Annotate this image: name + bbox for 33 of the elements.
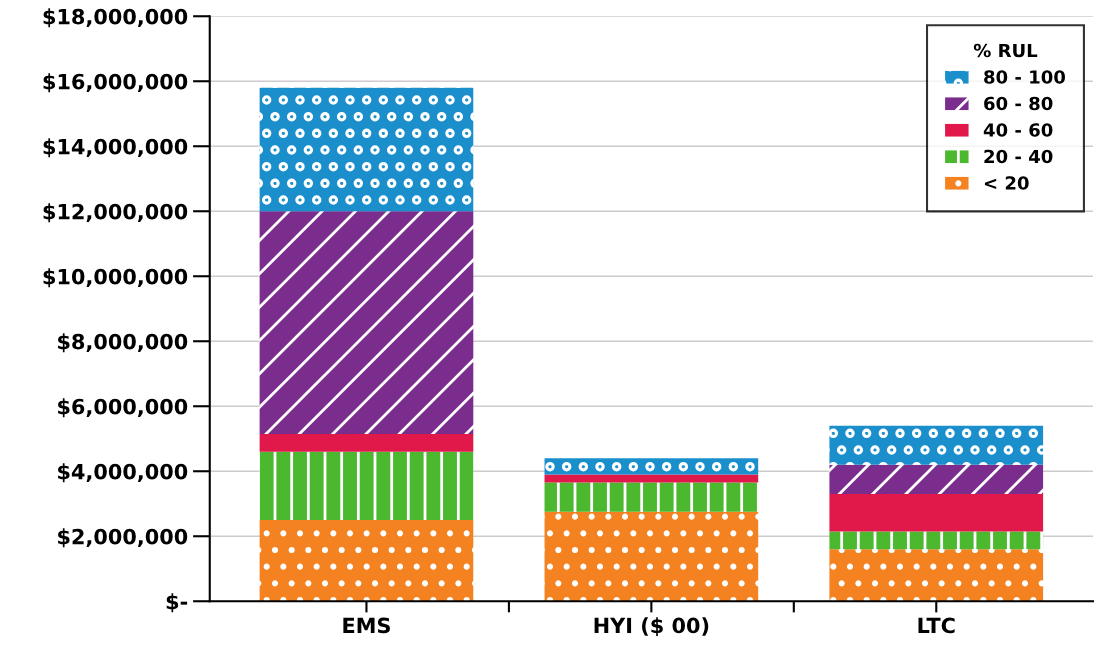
x-tick-label: EMS — [343, 617, 390, 634]
legend-label: 80 - 100 — [984, 70, 1066, 84]
y-tick-label: $12,000,000 — [43, 203, 188, 223]
bar — [829, 494, 1044, 532]
bar — [829, 549, 1044, 602]
y-tick-label: $8,000,000 — [58, 333, 188, 353]
legend-label: 20 - 40 — [984, 149, 1053, 164]
bar — [544, 511, 759, 602]
x-tick-label: HYI ($ 00) — [594, 617, 709, 637]
bar — [829, 464, 1044, 494]
bar — [259, 87, 474, 212]
bar — [259, 520, 474, 602]
y-tick-label: $14,000,000 — [43, 138, 188, 158]
legend-label: < 20 — [984, 176, 1029, 190]
bar — [259, 451, 474, 520]
legend-label: 60 - 80 — [984, 96, 1053, 111]
bar — [829, 425, 1044, 465]
y-tick-label: $- — [166, 593, 188, 613]
bar — [544, 474, 759, 483]
x-tick-label: LTC — [918, 617, 955, 634]
legend-title: % RUL — [973, 43, 1038, 58]
bar — [259, 211, 474, 434]
bar — [544, 482, 759, 512]
y-tick-label: $6,000,000 — [58, 398, 188, 418]
y-tick-label: $16,000,000 — [43, 73, 188, 93]
y-tick-label: $4,000,000 — [58, 463, 188, 483]
bar — [259, 433, 474, 452]
y-tick-label: $2,000,000 — [58, 528, 188, 548]
y-tick-label: $18,000,000 — [43, 8, 188, 28]
bar — [544, 458, 759, 475]
legend-label: 40 - 60 — [983, 123, 1053, 137]
bar — [829, 531, 1044, 550]
y-tick-label: $10,000,000 — [43, 268, 188, 288]
